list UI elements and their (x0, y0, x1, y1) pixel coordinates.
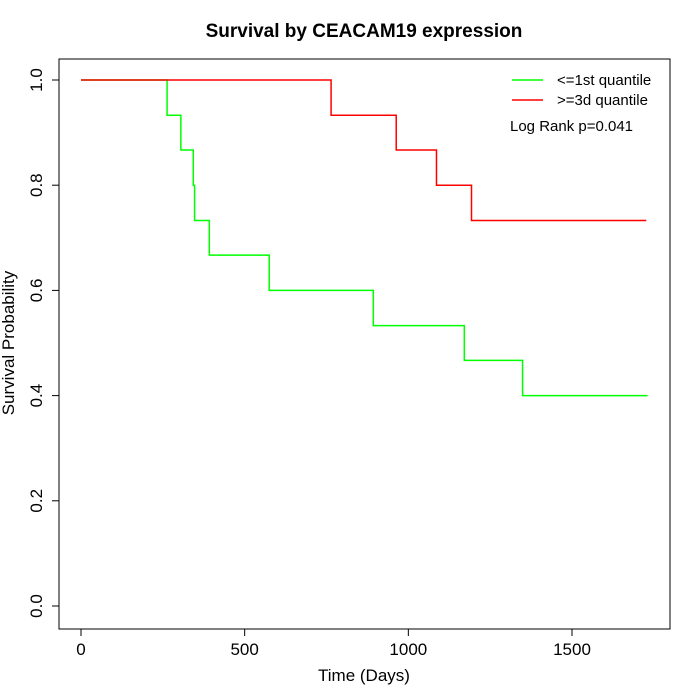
y-tick-label: 0.0 (27, 594, 46, 618)
series-line-2 (81, 79, 647, 222)
y-axis-label: Survival Probability (0, 270, 18, 415)
x-tick-label: 500 (230, 640, 258, 659)
legend: <=1st quantile >=3d quantile (512, 72, 651, 109)
series-line-1 (81, 79, 648, 397)
y-axis: 0.0 0.2 0.4 0.6 0.8 1.0 (27, 68, 60, 618)
log-rank-annotation: Log Rank p=0.041 (510, 118, 633, 135)
legend-label-2: >=3d quantile (557, 92, 648, 109)
y-tick-label: 1.0 (27, 68, 46, 92)
y-tick-label: 0.2 (27, 489, 46, 513)
y-tick-label: 0.8 (27, 173, 46, 197)
x-tick-label: 1000 (389, 640, 427, 659)
x-axis-label: Time (Days) (318, 666, 410, 685)
y-tick-label: 0.6 (27, 279, 46, 303)
chart-title: Survival by CEACAM19 expression (206, 21, 523, 42)
series-layer (81, 79, 648, 397)
y-tick-label: 0.4 (27, 384, 46, 408)
x-axis: 0 500 1000 1500 (76, 628, 591, 659)
legend-label-1: <=1st quantile (557, 72, 651, 89)
x-tick-label: 1500 (553, 640, 591, 659)
x-tick-label: 0 (76, 640, 85, 659)
